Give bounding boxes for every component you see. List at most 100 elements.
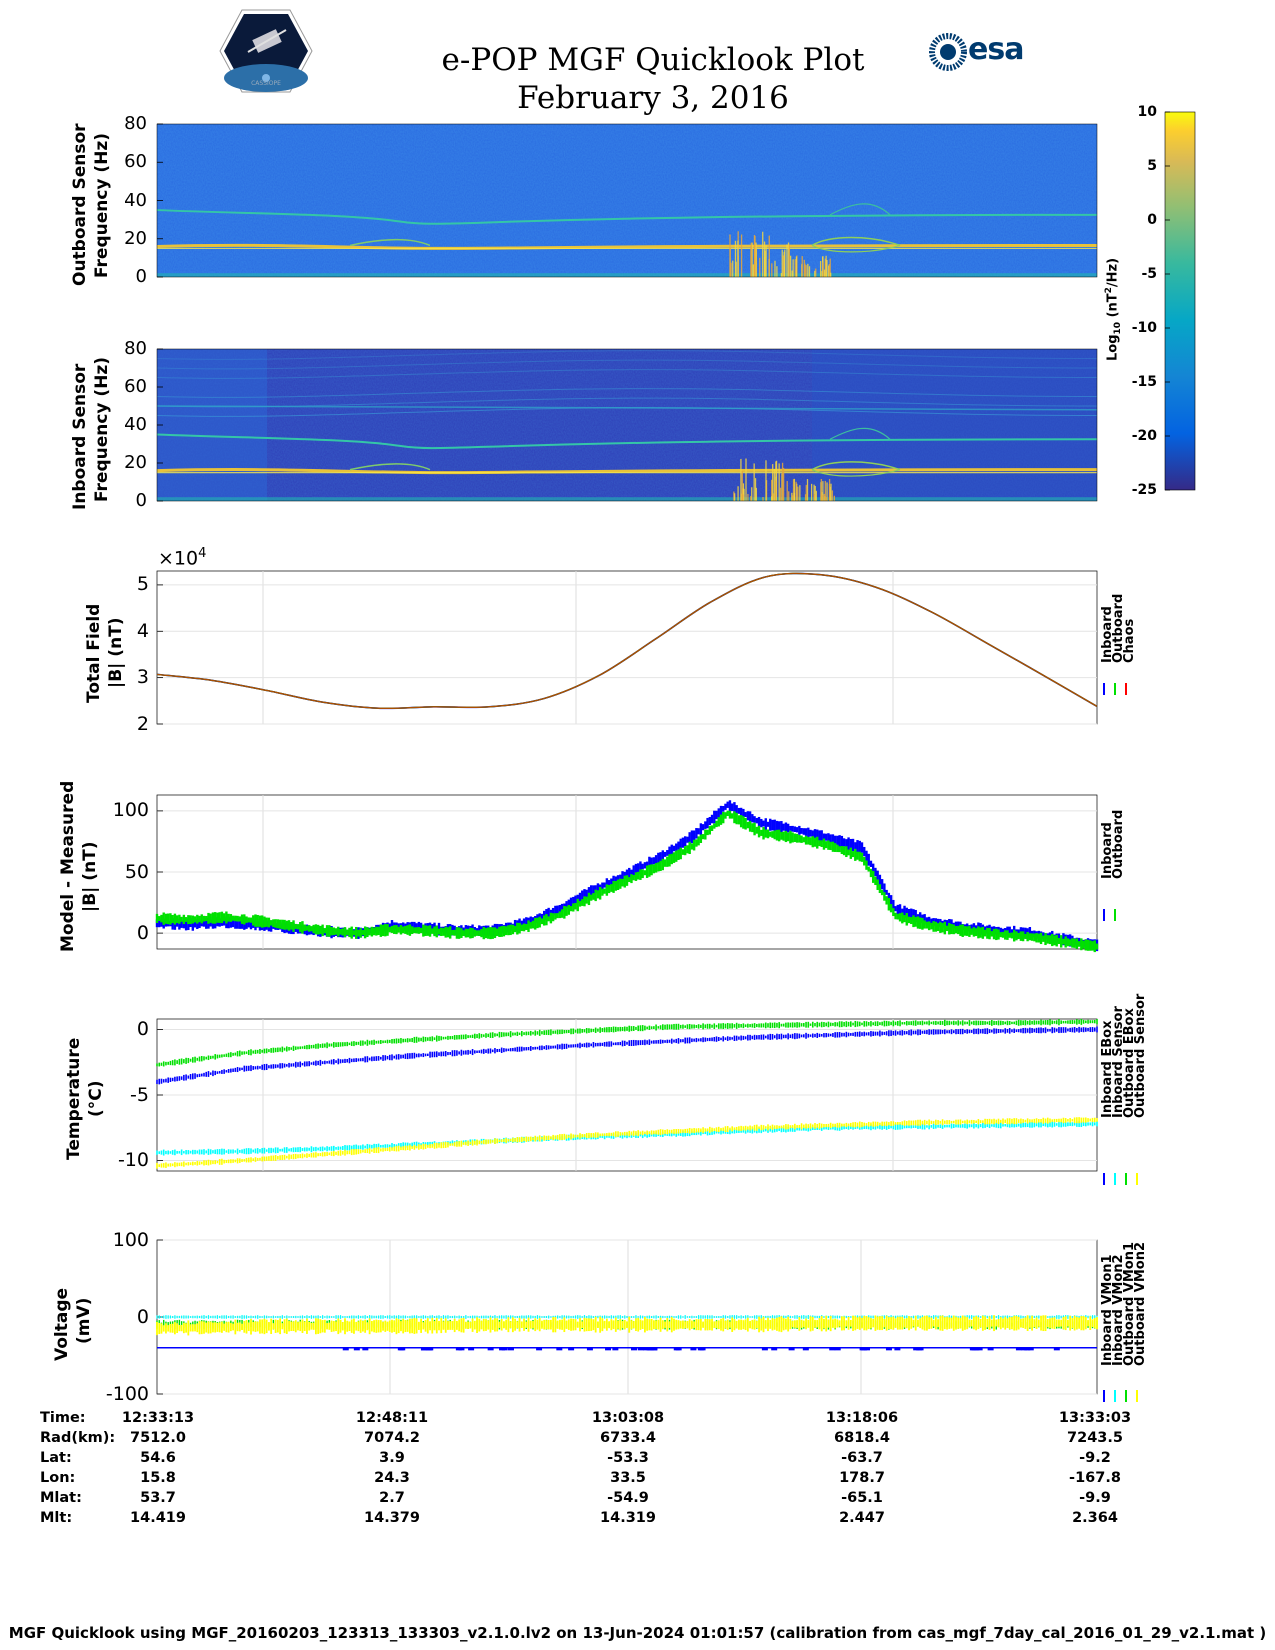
orbit-row-label: Rad(km): (40, 1430, 116, 1446)
orbit-cell: 12:33:13 (121, 1410, 195, 1426)
y-tick-label: 60 (124, 376, 147, 397)
spectral-split (811, 469, 901, 477)
y-tick-label: 3 (136, 666, 149, 689)
cassiope-logo: CASSIOPE (218, 8, 314, 94)
orbit-row-label: Time: (40, 1410, 86, 1426)
y-axis-label: (°C) (86, 1080, 106, 1117)
series-chaos (156, 572, 1098, 710)
y-exponent-label: ×104 (158, 546, 207, 570)
orbit-cell: -65.1 (841, 1490, 883, 1506)
y-tick-label: 80 (124, 338, 147, 359)
y-tick-label: -5 (130, 1083, 149, 1106)
spectral-line-33hz (156, 433, 1098, 450)
orbit-cell: -9.9 (1079, 1490, 1111, 1506)
spectrogram-region (812, 349, 1097, 501)
spectral-line-harmonic (156, 350, 1098, 360)
spectral-split (811, 236, 901, 247)
y-tick-label: 0 (136, 1017, 149, 1040)
orbit-cell: 2.447 (839, 1510, 885, 1526)
orbit-cell: 14.319 (600, 1510, 656, 1526)
spectral-line-harmonic (156, 369, 1098, 379)
orbit-cell: 13:18:06 (825, 1410, 899, 1426)
chart-title: e-POP MGF Quicklook Plot (441, 42, 865, 78)
y-tick-label: 50 (124, 860, 149, 883)
y-axis-label: Voltage (52, 1287, 72, 1361)
spectrogram-lowband (157, 273, 1097, 277)
y-tick-label: 4 (136, 619, 149, 642)
orbit-cell: -53.3 (607, 1450, 649, 1466)
colorbar (1164, 111, 1196, 491)
spectral-split (811, 244, 901, 253)
y-axis-label: Frequency (Hz) (92, 356, 112, 502)
chart-subtitle: February 3, 2016 (517, 80, 789, 116)
legend-entry: Outboard Sensor (1133, 993, 1148, 1118)
y-axis-label: (mV) (74, 1297, 94, 1344)
y-tick-label: 0 (135, 266, 147, 287)
y-tick-label: 2 (136, 712, 149, 735)
orbit-cell: 2.364 (1072, 1510, 1118, 1526)
orbit-cell: 13:03:08 (591, 1410, 665, 1426)
orbit-cell: 24.3 (374, 1470, 410, 1486)
y-tick-label: 60 (124, 151, 147, 173)
y-tick-label: 20 (124, 227, 147, 249)
orbit-row-label: Mlat: (40, 1490, 82, 1506)
orbit-row-label: Lon: (40, 1470, 76, 1486)
orbit-cell: 178.7 (839, 1470, 885, 1486)
orbit-cell: -63.7 (841, 1450, 883, 1466)
spectral-line-harmonic (156, 359, 1098, 370)
orbit-cell: -167.8 (1069, 1470, 1121, 1486)
y-tick-label: 100 (112, 1228, 149, 1251)
colorbar-label: Log10 (nT2/Hz) (1104, 257, 1123, 361)
colorbar-tick-label: -25 (1131, 482, 1157, 498)
y-axis-label: Inboard Sensor (70, 363, 90, 510)
orbit-cell: 2.7 (379, 1490, 405, 1506)
orbit-cell: 14.379 (364, 1510, 420, 1526)
y-tick-label: 20 (124, 452, 147, 473)
y-axis-label: Model - Measured (58, 780, 78, 952)
cassiope-logo-text: CASSIOPE (251, 80, 281, 87)
colorbar-tick-label: -5 (1141, 266, 1157, 282)
spectral-line-harmonic (156, 388, 1098, 398)
y-axis-label: |B| (nT) (106, 616, 126, 688)
y-tick-label: 40 (124, 189, 147, 211)
y-tick-label: 5 (136, 573, 149, 596)
orbit-cell: -54.9 (607, 1490, 649, 1506)
orbit-cell: 13:33:03 (1058, 1410, 1132, 1426)
y-tick-label: 0 (136, 921, 149, 944)
orbit-row-label: Mlt: (40, 1510, 73, 1526)
y-tick-label: 0 (135, 490, 147, 511)
y-tick-label: 0 (136, 1305, 149, 1328)
orbit-cell: 7512.0 (130, 1430, 186, 1446)
orbit-cell: 7243.5 (1067, 1430, 1123, 1446)
legend-entry: Outboard (1111, 809, 1126, 879)
orbit-cell: 53.7 (140, 1490, 176, 1506)
y-axis-label: |B| (nT) (80, 841, 100, 912)
esa-logo-text: esa (968, 32, 1024, 67)
spectral-line-harmonic (156, 405, 1098, 411)
spectral-split (829, 203, 891, 216)
orbit-row-label: Lat: (40, 1450, 72, 1466)
colorbar-tick-label: 0 (1147, 212, 1157, 228)
spectral-line-33hz (156, 209, 1098, 225)
footer-caption: MGF Quicklook using MGF_20160203_123313_… (8, 1624, 1267, 1642)
y-axis-label: Total Field (84, 603, 104, 703)
legend-entry: Outboard VMon2 (1133, 1241, 1148, 1366)
spectrogram-lowband (157, 497, 1097, 501)
orbit-cell: 14.419 (130, 1510, 186, 1526)
axes-frame (156, 570, 1098, 725)
spectral-split (349, 238, 431, 247)
y-tick-label: 80 (124, 113, 147, 134)
y-tick-label: 100 (112, 799, 149, 822)
spectrogram-noise (157, 124, 1097, 277)
spectrogram-region (157, 349, 267, 501)
y-axis-label: Frequency (Hz) (92, 132, 112, 278)
spectral-split (829, 427, 891, 440)
spectral-split (811, 461, 901, 471)
orbit-cell: 6818.4 (834, 1430, 890, 1446)
orbit-cell: 33.5 (610, 1470, 646, 1486)
y-axis-label: Temperature (64, 1037, 84, 1160)
y-tick-label: -100 (105, 1382, 149, 1405)
esa-logo: esa (928, 32, 1038, 72)
y-axis-label: Outboard Sensor (70, 122, 90, 286)
